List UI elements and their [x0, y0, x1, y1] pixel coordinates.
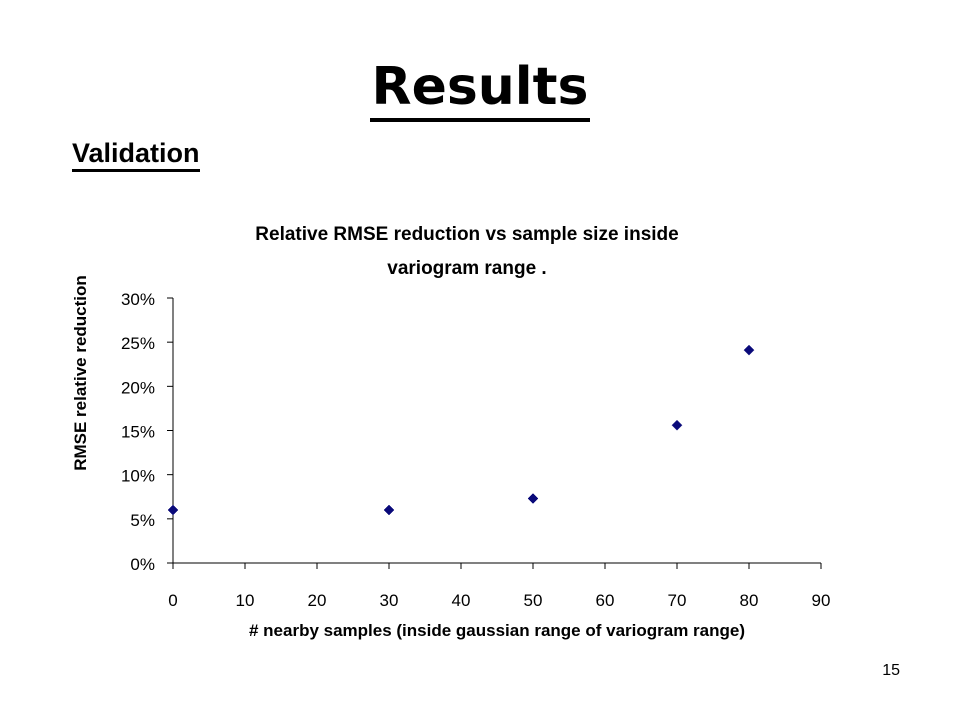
- x-tick-label: 20: [308, 591, 327, 610]
- section-heading: Validation: [72, 136, 200, 172]
- x-tick-label: 60: [596, 591, 615, 610]
- y-tick-label: 15%: [121, 423, 155, 442]
- slide-title-text: Results: [369, 56, 591, 122]
- x-axis: 0 10 20 30 40 50 60 70 80 90: [168, 562, 831, 610]
- y-tick-label: 30%: [121, 290, 155, 309]
- chart-title-line-2: variogram range .: [387, 258, 546, 279]
- x-axis-title: # nearby samples (inside gaussian range …: [249, 621, 745, 640]
- chart-title: Relative RMSE reduction vs sample size i…: [255, 224, 678, 279]
- y-tick-label: 10%: [121, 467, 155, 486]
- data-point: [527, 493, 539, 504]
- x-tick-label: 90: [812, 591, 831, 610]
- x-tick-label: 0: [168, 591, 177, 610]
- data-point: [671, 419, 683, 431]
- x-tick-label: 70: [668, 591, 687, 610]
- y-axis: 0% 5% 10% 15% 20% 25% 30%: [121, 290, 174, 574]
- y-tick-label: 5%: [130, 511, 155, 530]
- slide-title: Results: [0, 52, 960, 122]
- y-tick-label: 0%: [130, 555, 155, 574]
- x-tick-label: 30: [380, 591, 399, 610]
- x-tick-label: 80: [740, 591, 759, 610]
- y-tick-label: 25%: [121, 334, 155, 353]
- chart-title-line-1: Relative RMSE reduction vs sample size i…: [255, 224, 678, 245]
- x-tick-label: 40: [452, 591, 471, 610]
- data-point: [383, 504, 395, 516]
- data-point: [743, 344, 755, 356]
- y-tick-label: 20%: [121, 378, 155, 397]
- data-points: [167, 344, 755, 516]
- y-axis-title: RMSE relative reduction: [71, 275, 90, 471]
- x-tick-label: 10: [236, 591, 255, 610]
- page-number: 15: [882, 662, 900, 679]
- data-point: [167, 504, 179, 516]
- x-tick-label: 50: [524, 591, 543, 610]
- section-heading-text: Validation: [72, 137, 200, 172]
